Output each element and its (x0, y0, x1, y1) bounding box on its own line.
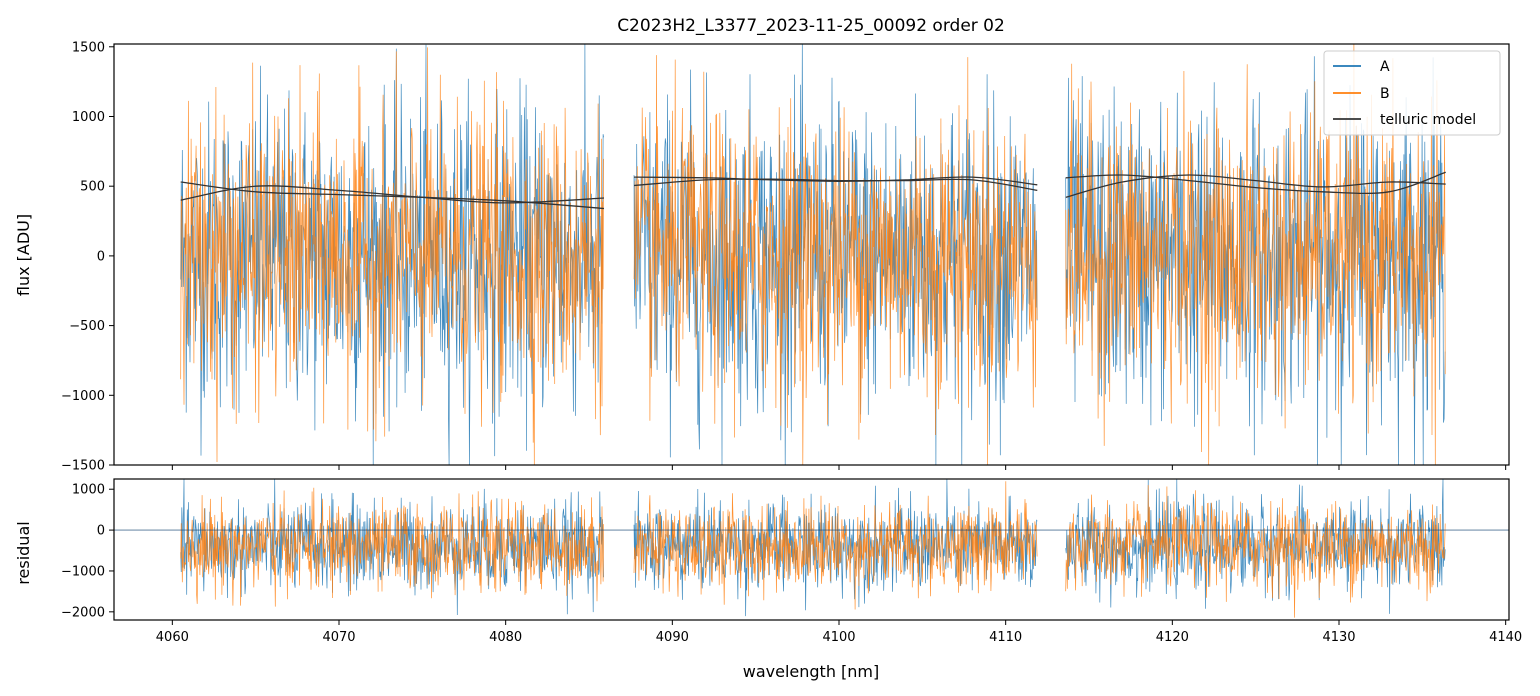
series-b-segment-3 (1065, 44, 1446, 465)
flux-y-tick-label: −500 (69, 319, 105, 334)
flux-x-ticks (171, 465, 1507, 470)
series-b-segment-2 (633, 55, 1038, 465)
flux-y-tick-label: 1000 (72, 110, 105, 125)
series-a-segment-3 (1065, 479, 1446, 614)
telluric-model-curve-1 (180, 181, 605, 210)
series-b-segment-3 (1065, 485, 1446, 618)
residual-x-ticks: 4060 4070 4080 4090 4100 4110 4120 4130 4140 (156, 620, 1522, 645)
x-axis-label: wavelength [nm] (743, 662, 880, 681)
legend: A B telluric model (1323, 50, 1501, 136)
flux-panel-frame (113, 43, 1510, 466)
residual-y-tick-label: −2000 (61, 605, 105, 620)
telluric-model-curve-4 (633, 178, 1038, 192)
legend-label-b: B (1380, 86, 1390, 102)
x-tick-label: 4130 (1322, 630, 1355, 645)
chart-title: C2023H2_L3377_2023-11-25_00092 order 02 (617, 16, 1005, 36)
flux-panel: −1500 −1000 −500 0 500 1000 1500 flux [ADU] A … (14, 40, 1510, 474)
series-a-segment-1 (180, 479, 604, 616)
x-tick-label: 4060 (156, 630, 189, 645)
residual-plot-area (114, 479, 1509, 618)
residual-panel-frame (113, 478, 1510, 621)
x-tick-label: 4080 (489, 630, 522, 645)
telluric-model-curve-6 (1065, 174, 1446, 198)
telluric-model-curve-2 (180, 185, 605, 204)
flux-y-tick-label: −1000 (61, 389, 105, 404)
x-tick-label: 4070 (322, 630, 355, 645)
legend-box (1323, 50, 1501, 136)
residual-y-ticks: −2000 −1000 0 1000 (61, 483, 114, 620)
series-b-segment-1 (180, 47, 604, 465)
residual-y-axis-label: residual (14, 521, 33, 584)
telluric-model-curve-3 (633, 176, 1038, 186)
flux-y-tick-label: −1500 (61, 459, 105, 474)
flux-y-tick-label: 1500 (72, 40, 105, 55)
flux-y-tick-label: 0 (97, 249, 105, 264)
flux-y-tick-label: 500 (80, 180, 105, 195)
flux-y-ticks: −1500 −1000 −500 0 500 1000 1500 (61, 40, 114, 474)
flux-y-axis-label: flux [ADU] (14, 214, 33, 296)
x-tick-label: 4120 (1156, 630, 1189, 645)
residual-y-tick-label: −1000 (61, 564, 105, 579)
residual-y-tick-label: 1000 (72, 483, 105, 498)
legend-label-a: A (1380, 59, 1390, 75)
series-b-segment-2 (633, 481, 1038, 610)
legend-label-telluric: telluric model (1380, 112, 1476, 128)
flux-plot-area (180, 44, 1446, 465)
telluric-model-curve-5 (1065, 171, 1446, 195)
x-tick-label: 4090 (656, 630, 689, 645)
x-tick-label: 4100 (822, 630, 855, 645)
x-tick-label: 4140 (1489, 630, 1522, 645)
series-b-segment-1 (180, 487, 604, 607)
residual-panel: −2000 −1000 0 1000 4060 4070 4080 4090 4100 4110… (14, 478, 1522, 681)
residual-y-tick-label: 0 (97, 524, 105, 539)
x-tick-label: 4110 (989, 630, 1022, 645)
